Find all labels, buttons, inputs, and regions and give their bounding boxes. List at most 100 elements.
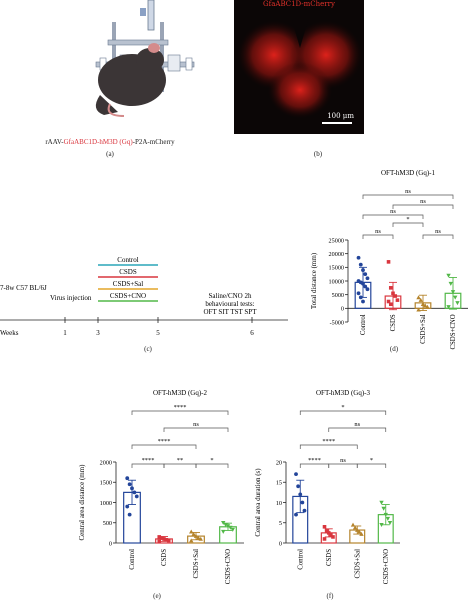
significance-label: *	[406, 216, 409, 223]
group-label: Control	[117, 256, 138, 264]
data-point	[393, 294, 398, 298]
data-point	[132, 490, 137, 495]
significance-label: ns	[193, 421, 199, 428]
chart-e-svg: OFT-hM3D (Gq)-2 2000 1500 1000 500 0 Central a…	[78, 389, 244, 584]
data-point	[420, 302, 426, 307]
data-point	[363, 284, 368, 289]
timeline-axis-label: Weeks	[0, 329, 19, 337]
x-tick-label: CSDS+Sal	[354, 549, 361, 579]
data-point	[221, 520, 226, 525]
data-point	[418, 297, 423, 302]
significance-label: ****	[174, 404, 187, 411]
data-point	[388, 286, 393, 290]
y-tick-label: 10	[276, 500, 282, 507]
data-point	[423, 303, 428, 308]
significance-bracket	[299, 444, 358, 449]
y-tick-label: 5000	[332, 292, 344, 299]
significance-bracket	[299, 463, 330, 468]
significance-label: ns	[340, 457, 346, 464]
x-tick-label: CSDS+CNO	[383, 549, 390, 584]
data-point	[221, 529, 226, 534]
y-tick-label: -5000	[330, 319, 344, 326]
caption-suffix: -P2A-mCherry	[132, 138, 175, 146]
x-tick-label: CSDS	[161, 549, 168, 566]
x-tick-label: Control	[297, 549, 304, 570]
chart-f: OFT-hM3D (Gq)-3 20 15 10 5 0 Central area dura…	[250, 385, 460, 601]
significance-label: ****	[322, 438, 335, 445]
data-point	[225, 524, 231, 529]
data-point	[450, 290, 456, 295]
significance-bracket	[362, 214, 424, 219]
significance-bracket	[362, 194, 454, 199]
y-tick-label: 5	[279, 520, 282, 527]
chart-title: OFT-hM3D (Gq)-3	[316, 389, 370, 397]
data-point	[324, 529, 329, 533]
data-point	[448, 281, 453, 286]
x-tick-label: CSDS+CNO	[225, 549, 232, 584]
data-point	[125, 504, 130, 509]
significance-bracket	[163, 427, 229, 432]
significance-label: *	[341, 404, 344, 411]
data-point	[329, 533, 333, 537]
significance-label: *	[210, 457, 213, 464]
mcherry-signal	[238, 20, 362, 118]
panel-e-label: (e)	[153, 592, 161, 600]
data-point	[294, 512, 298, 517]
data-point	[388, 302, 393, 307]
timeline-diagram: 7-8w C57 BL/6J Virus injection Weeks 1 3 5…	[0, 256, 288, 337]
timeline-animal-label: 7-8w C57 BL/6J	[0, 284, 47, 292]
data-point	[379, 500, 384, 505]
panel-b-label: (b)	[313, 150, 323, 158]
y-tick-label: 0	[279, 540, 282, 547]
significance-bracket	[131, 463, 165, 468]
caption-highlight: GfaABC1D-hM3D (Gq)	[63, 138, 133, 146]
data-point	[383, 512, 388, 517]
significance-bracket	[299, 410, 387, 415]
data-point	[294, 472, 298, 477]
x-tick-label: CSDS+CNO	[450, 314, 457, 349]
significance-bracket	[328, 427, 387, 432]
y-tick-label: 20	[276, 459, 282, 466]
stereotaxic-mouse-illustration	[95, 0, 195, 117]
significance-label: ****	[142, 457, 155, 464]
data-point	[127, 482, 132, 487]
data-point	[230, 527, 235, 532]
data-point	[358, 295, 363, 300]
scale-bar-label: 100 μm	[327, 112, 354, 120]
data-point	[453, 295, 458, 300]
data-point	[385, 516, 391, 521]
chart-f-svg: OFT-hM3D (Gq)-3 20 15 10 5 0 Central area dura…	[254, 389, 400, 584]
group-lines: Control CSDS CSDS+Sal CSDS+CNO	[98, 256, 158, 302]
x-tick-label: CSDS	[326, 549, 333, 566]
panel-d-label: (d)	[389, 345, 399, 353]
timeline-virus-label: Virus injection	[50, 294, 92, 302]
week-ticks: 1 3 5 6	[63, 317, 254, 337]
y-tick-label: 2000	[100, 459, 112, 466]
x-tick-label: CSDS+Sal	[193, 549, 200, 579]
significance-label: ****	[158, 438, 171, 445]
y-tick-label: 1000	[100, 500, 112, 507]
tests-line-2: behavioural tests:	[205, 300, 254, 308]
data-point	[358, 262, 363, 267]
micrograph-title: GfaABC1D-mCherry	[263, 0, 335, 8]
data-point	[189, 529, 194, 534]
significance-label: ns	[420, 198, 426, 205]
data-point	[455, 301, 460, 306]
data-point	[356, 255, 361, 260]
y-tick-label: 500	[103, 520, 112, 527]
panel-f-label: (f)	[326, 592, 334, 600]
y-tick-label: 0	[109, 540, 112, 547]
tests-line-1: Saline/CNO 2h	[209, 292, 252, 300]
y-tick-label: 25000	[329, 237, 344, 244]
data-point	[159, 536, 164, 540]
group-label: CSDS+Sal	[113, 280, 143, 288]
tests-line-3: OFT SIT TST SPT	[204, 308, 258, 316]
data-point	[365, 276, 370, 281]
chart-title: OFT-hM3D (Gq)-2	[153, 389, 207, 397]
data-point	[134, 494, 139, 499]
y-tick-label: 1500	[100, 480, 112, 487]
data-point	[125, 476, 130, 481]
significance-label: *	[370, 457, 373, 464]
significance-label: ns	[375, 228, 381, 235]
data-point	[361, 299, 365, 304]
